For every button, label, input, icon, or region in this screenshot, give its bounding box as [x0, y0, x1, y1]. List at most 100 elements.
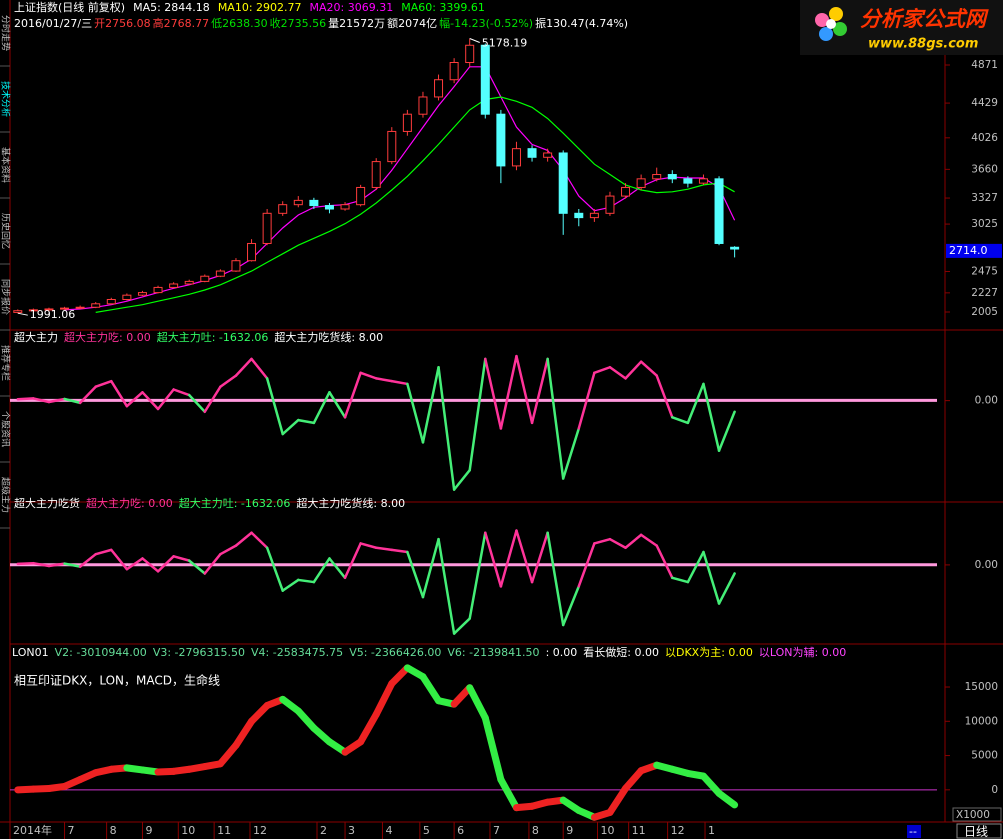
unit-box [952, 807, 1002, 822]
y-tick-label: 4871 [971, 59, 998, 71]
candle-body [527, 148, 537, 158]
lon-segment [466, 684, 489, 722]
axis-unit: X1000 [956, 809, 990, 821]
logo-url: www.88gs.com [868, 37, 978, 52]
oscillator-segment [639, 360, 658, 377]
lon-segment [699, 772, 723, 797]
x-tick-label: 2 [320, 824, 327, 837]
candle-body [730, 246, 740, 250]
candle-body [215, 270, 225, 277]
candle-body [496, 113, 506, 167]
candle-body [28, 309, 38, 312]
oscillator-segment [343, 542, 362, 580]
candle-body [75, 306, 85, 309]
candle-body [309, 199, 319, 207]
oscillator-segment [390, 548, 409, 554]
legend-item: V2: -3010944.00 [55, 646, 147, 659]
sidebar-tab: 技术分析 [0, 81, 12, 117]
sidebar-tab: 超级主力 [0, 477, 12, 513]
lon-segment [481, 714, 505, 784]
candle-body [558, 152, 568, 214]
lon-segment [248, 702, 271, 725]
period-text[interactable]: 日线 [964, 825, 988, 839]
legend-item: 以LON为辅: 0.00 [759, 645, 846, 659]
oscillator-segment [639, 533, 658, 547]
oscillator-segment [32, 561, 51, 568]
y-tick-label: 2227 [971, 287, 998, 299]
oscillator-segment [312, 391, 331, 425]
logo-petal [819, 27, 833, 41]
period-box[interactable] [956, 823, 1002, 839]
oscillator-segment [468, 531, 487, 620]
legend-item: 开2756.08 [94, 17, 151, 30]
y-tick-label: 0.00 [975, 395, 998, 407]
oscillator-segment [655, 544, 674, 580]
candle-body [714, 178, 724, 244]
lon-segment [216, 741, 240, 768]
candle-body [247, 242, 257, 262]
oscillator-segment [328, 557, 347, 580]
x-tick-label: 6 [457, 824, 464, 837]
candle-body [511, 148, 521, 167]
oscillator-segment [110, 548, 129, 571]
candle-body [371, 161, 381, 188]
oscillator-segment [484, 531, 503, 588]
oscillator-segment [452, 468, 471, 491]
candle-body [434, 79, 444, 98]
chart-title: 上证指数(日线 前复权) [14, 0, 125, 14]
legend-item: MA10: 2902.77 [218, 1, 302, 14]
legend-item: 幅-14.23(-0.52%) [439, 17, 533, 30]
candle-body [449, 61, 459, 81]
x-tick-label: 3 [348, 824, 355, 837]
indicator-box[interactable] [907, 825, 921, 838]
oscillator-segment [125, 557, 144, 571]
candle-body [621, 186, 631, 197]
logo-center [826, 19, 836, 29]
legend-item: 低2638.30 [211, 17, 268, 30]
candle-body [480, 44, 490, 115]
oscillator-segment [187, 559, 207, 575]
oscillator-segment [561, 585, 581, 627]
oscillator-segment [515, 354, 534, 425]
candle-body [543, 152, 553, 158]
y-tick-label: 2005 [971, 306, 998, 318]
legend-item: : 0.00 [546, 646, 578, 659]
oscillator-segment [47, 562, 66, 568]
oscillator-segment [78, 552, 97, 568]
sidebar-tab: 历史回忆 [0, 213, 12, 249]
candle-body [324, 205, 334, 210]
y-tick-label: 3327 [971, 192, 998, 204]
candle-body [44, 308, 54, 311]
oscillator-segment [546, 357, 565, 480]
oscillator-segment [452, 617, 471, 635]
lon-segment [388, 664, 411, 688]
peak-leader [469, 38, 480, 43]
oscillator-segment [312, 557, 331, 584]
legend-item: V4: -2583475.75 [251, 646, 343, 659]
candle-body [667, 174, 677, 180]
oscillator-segment [16, 561, 35, 566]
oscillator-segment [203, 385, 222, 414]
oscillator-segment [515, 529, 534, 584]
logo: 分析家公式网 www.88gs.com [800, 0, 1003, 55]
peak-label: 5178.19 [482, 37, 528, 50]
price-marker-label: 2714.0 [949, 244, 988, 257]
legend-item: V6: -2139841.50 [447, 646, 539, 659]
indicator-text[interactable]: -- [909, 825, 917, 838]
candle-body [465, 44, 475, 63]
lon-segment [294, 707, 318, 732]
sidebar-tab: 基本资料 [0, 147, 12, 183]
candle-body [589, 212, 599, 219]
oscillator-segment [624, 533, 643, 549]
x-tick-label: 10 [181, 824, 195, 837]
candle-body [231, 260, 241, 272]
candle-body [13, 310, 23, 313]
candle-body [356, 186, 366, 206]
lon-segment [372, 680, 396, 718]
oscillator-segment [437, 537, 456, 635]
logo-petal [815, 13, 829, 27]
legend-item: 超大主力吐: -1632.06 [179, 496, 291, 510]
oscillator-segment [499, 354, 518, 430]
oscillator-segment [593, 366, 612, 375]
oscillator-segment [608, 366, 627, 380]
